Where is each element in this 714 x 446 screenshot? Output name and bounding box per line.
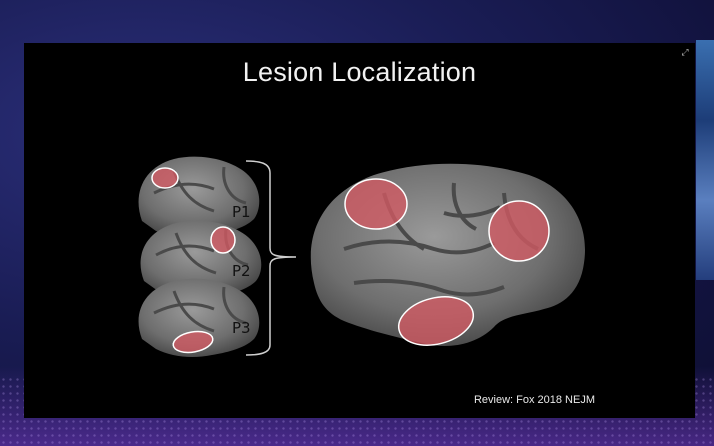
slide-title: Lesion Localization [242,57,477,87]
lesion-large-frontal [344,178,408,230]
lesion-large-temporal [397,296,475,346]
side-window-strip [696,40,714,280]
citation-credit: Review: Fox 2018 NEJM [473,394,595,406]
lesion-p3 [172,330,214,354]
grouping-bracket [245,160,297,356]
brain-small-p3 [138,278,260,357]
presentation-slide: Lesion Localization ⤢ [24,43,695,418]
lesion-p1 [151,167,179,189]
expand-icon[interactable]: ⤢ [681,47,689,57]
brain-illustration [138,156,586,357]
patient-label-p2: P2 [232,262,251,280]
lesion-large-parietal [488,200,550,262]
patient-label-p3: P3 [232,319,251,337]
lesion-p2 [210,226,236,254]
brain-large [310,163,586,346]
brain-small-p1 [138,156,260,238]
brain-small-p2 [140,220,262,299]
patient-label-p1: P1 [232,203,251,221]
